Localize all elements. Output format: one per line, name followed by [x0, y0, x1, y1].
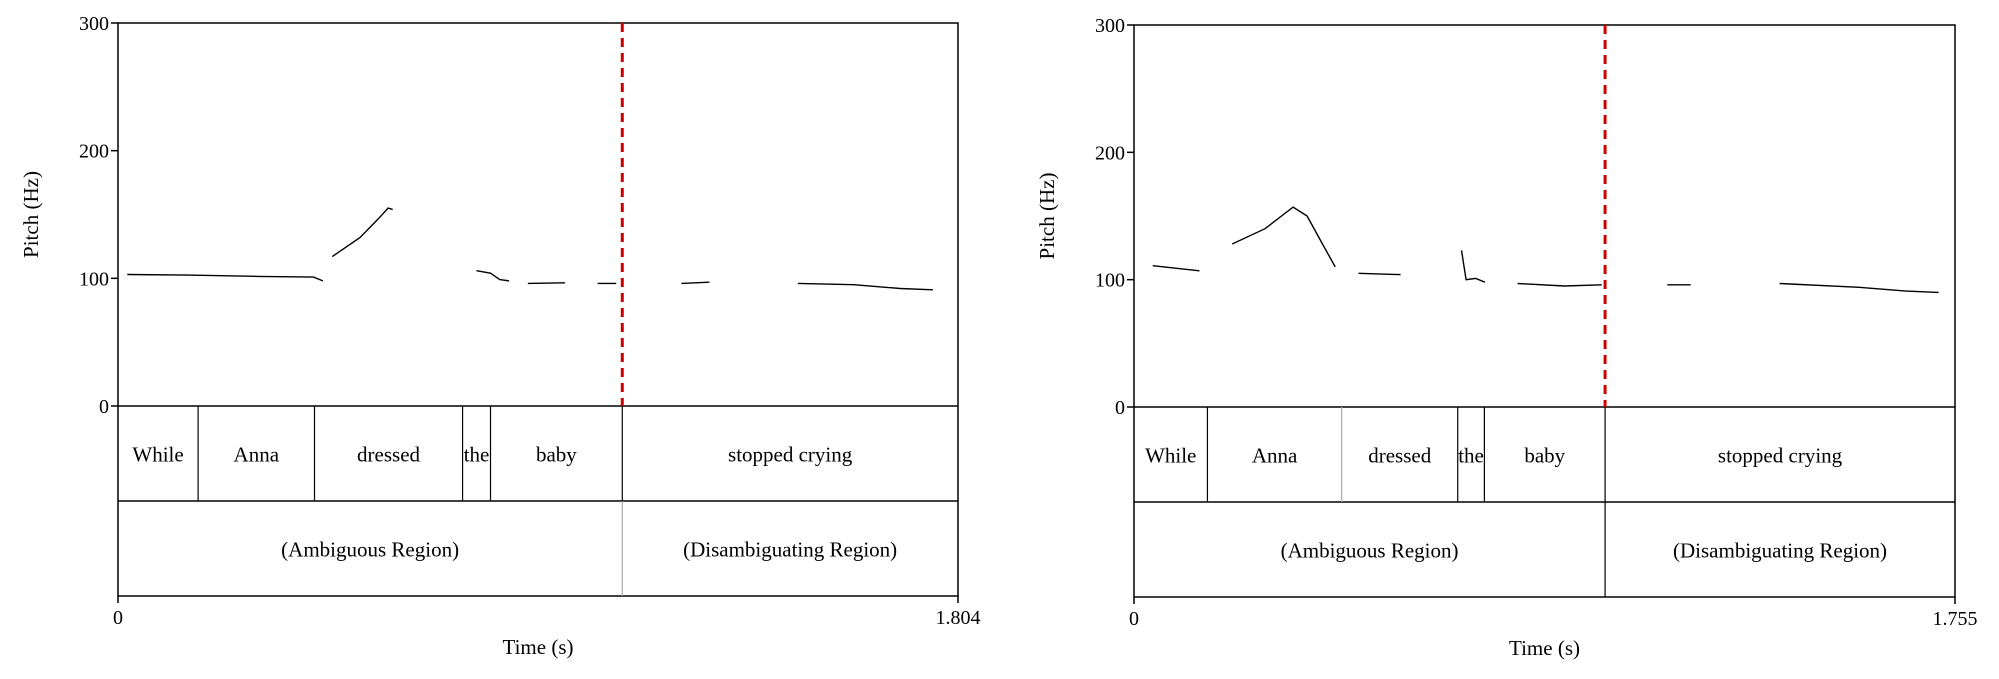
x-tick-label: 0 [1129, 608, 1139, 630]
pitch-contour-segment [127, 273, 324, 282]
y-axis-label: Pitch (Hz) [19, 171, 43, 258]
pitch-contour-segment [1152, 265, 1200, 272]
x-tick-label: 1.755 [1933, 608, 1978, 630]
word-label: dressed [357, 443, 420, 467]
y-tick-label: 100 [1095, 270, 1125, 292]
region-label: (Ambiguous Region) [281, 538, 459, 562]
pitch-contour-segment [331, 207, 393, 258]
pitch-contour-segment [1358, 272, 1401, 276]
region-label: (Disambiguating Region) [683, 538, 897, 562]
y-tick-label: 300 [1095, 15, 1125, 37]
pitch-contour-segment [476, 270, 510, 282]
pitch-contour-segment [1231, 206, 1336, 268]
word-label: the [464, 443, 490, 467]
pitch-contour-segment [681, 281, 710, 285]
y-tick-label: 300 [79, 13, 109, 35]
pitch-contour-segment [797, 282, 933, 291]
word-label: While [132, 443, 183, 467]
pitch-contour-segment [1779, 282, 1939, 294]
y-axis-label: Pitch (Hz) [1035, 173, 1059, 260]
region-label: (Ambiguous Region) [1281, 539, 1459, 563]
word-label: dressed [1368, 444, 1431, 468]
word-label: While [1145, 444, 1196, 468]
pitch-contour-segment [527, 282, 566, 285]
y-tick-label: 200 [79, 141, 109, 163]
pitch-contour-segment [1460, 250, 1486, 283]
pitch-contour-segment [1517, 282, 1602, 287]
word-label: stopped crying [728, 443, 853, 467]
pitch-panel-2: 0 100 200 300 Pitch (Hz) 0 1.755 Time (s) While A… [1035, 15, 1978, 660]
x-axis-label: Time (s) [1509, 636, 1580, 660]
x-axis-label: Time (s) [503, 635, 574, 659]
word-label: stopped crying [1718, 444, 1843, 468]
y-tick-label: 0 [99, 396, 109, 418]
word-label: the [1458, 444, 1484, 468]
y-tick-label: 0 [1115, 397, 1125, 419]
word-label: Anna [1252, 444, 1298, 468]
word-label: baby [1524, 444, 1565, 468]
plot-frame [117, 22, 959, 597]
word-label: baby [536, 443, 577, 467]
y-tick-label: 100 [79, 268, 109, 290]
pitch-panel-1: 0 100 200 300 Pitch (Hz) 0 1.804 Time (s) While A… [19, 13, 981, 659]
y-tick-label: 200 [1095, 142, 1125, 164]
plot-frame [1133, 24, 1956, 598]
word-label: Anna [234, 443, 280, 467]
x-tick-label: 0 [113, 607, 123, 629]
x-tick-label: 1.804 [936, 607, 981, 629]
region-label: (Disambiguating Region) [1673, 539, 1887, 563]
